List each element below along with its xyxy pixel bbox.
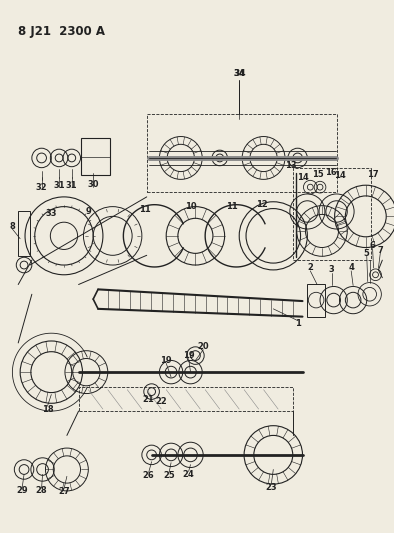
Text: 1: 1 [295, 319, 301, 328]
Text: 21: 21 [143, 395, 154, 404]
Text: 19: 19 [160, 356, 172, 365]
Text: 24: 24 [183, 470, 195, 479]
Text: 28: 28 [36, 487, 47, 495]
Text: 26: 26 [143, 471, 154, 480]
Text: 13: 13 [285, 161, 297, 170]
Text: 30: 30 [87, 180, 99, 189]
Text: 17: 17 [367, 170, 378, 179]
Text: 29: 29 [16, 487, 28, 495]
Text: 14: 14 [297, 173, 309, 182]
Bar [78, 387, 293, 411]
Text: 10: 10 [185, 202, 196, 211]
Bar [147, 114, 336, 192]
Text: 34: 34 [233, 69, 245, 78]
Text: 20: 20 [197, 342, 209, 351]
Text: 25: 25 [163, 471, 175, 480]
Text: 33: 33 [46, 209, 57, 218]
Bar [80, 139, 110, 175]
Text: 5: 5 [364, 249, 370, 258]
Text: 6: 6 [370, 241, 375, 250]
Bar [293, 168, 371, 260]
Text: 8 J21  2300 A: 8 J21 2300 A [18, 25, 105, 37]
Text: 11: 11 [225, 202, 237, 211]
Text: 32: 32 [36, 183, 47, 192]
Bar [18, 212, 30, 256]
Text: 9: 9 [85, 207, 91, 216]
Text: 27: 27 [58, 487, 70, 496]
Text: 7: 7 [377, 246, 383, 255]
Text: 15: 15 [312, 170, 324, 179]
Text: 8: 8 [9, 222, 15, 231]
Text: 2: 2 [307, 263, 313, 272]
Bar [307, 284, 325, 317]
Text: 34: 34 [233, 69, 245, 78]
Text: 23: 23 [266, 482, 277, 491]
Text: 16: 16 [325, 168, 336, 177]
Text: 31: 31 [66, 181, 78, 190]
Text: 3: 3 [329, 265, 335, 274]
Text: 18: 18 [42, 405, 53, 414]
Text: 4: 4 [348, 263, 354, 272]
Text: 11: 11 [139, 205, 151, 214]
Text: 31: 31 [53, 181, 65, 190]
Text: 19: 19 [183, 351, 194, 360]
Text: 14: 14 [334, 171, 346, 180]
Text: 22: 22 [156, 397, 167, 406]
Text: 12: 12 [256, 200, 268, 209]
